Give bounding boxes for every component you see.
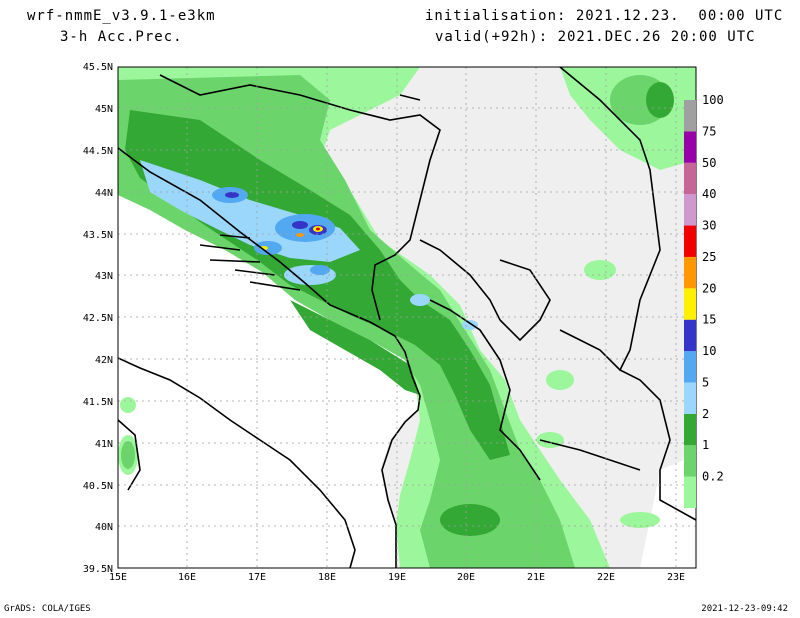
legend-swatch: [684, 131, 696, 163]
legend-label: 10: [702, 344, 716, 358]
lat-label: 43N: [95, 271, 113, 282]
legend-swatch: [684, 351, 696, 383]
legend-label: 75: [702, 124, 716, 138]
sea-area-east: [640, 455, 696, 568]
lat-label: 40N: [95, 522, 113, 533]
lon-label: 17E: [248, 572, 266, 583]
render-timestamp: 2021-12-23-09:42: [701, 604, 788, 614]
lat-label: 45.5N: [83, 62, 113, 73]
legend-label: 5: [702, 375, 709, 389]
lon-label: 19E: [388, 572, 406, 583]
model-title: wrf-nmmE_v3.9.1-e3km: [27, 8, 216, 24]
valid-time: valid(+92h): 2021.DEC.26 20:00 UTC: [435, 29, 756, 45]
legend-swatch: [684, 194, 696, 226]
lat-label: 41.5N: [83, 397, 113, 408]
legend-label: 25: [702, 250, 716, 264]
lat-label: 40.5N: [83, 481, 113, 492]
graticule: [118, 67, 696, 568]
lat-axis: 45.5N 45N 44.5N 44N 43.5N 43N 42.5N 42N …: [83, 62, 113, 575]
legend-label: 50: [702, 156, 716, 170]
lon-label: 16E: [178, 572, 196, 583]
legend-label: 30: [702, 219, 716, 233]
lat-label: 44N: [95, 188, 113, 199]
legend-label: 100: [702, 93, 724, 107]
legend-label: 40: [702, 187, 716, 201]
legend-swatch: [684, 476, 696, 508]
grads-credit: GrADS: COLA/IGES: [4, 604, 91, 614]
lat-label: 45N: [95, 104, 113, 115]
precip-peak: [260, 226, 323, 250]
coastlines-borders: [117, 66, 697, 569]
lon-label: 21E: [527, 572, 545, 583]
legend-label: 0.2: [702, 470, 724, 484]
lat-label: 43.5N: [83, 230, 113, 241]
lat-label: 41N: [95, 439, 113, 450]
field-title: 3-h Acc.Prec.: [60, 29, 183, 45]
lon-label: 20E: [457, 572, 475, 583]
lat-label: 42N: [95, 355, 113, 366]
lat-label: 44.5N: [83, 146, 113, 157]
legend-label: 1: [702, 438, 709, 452]
legend-swatch: [684, 382, 696, 414]
lat-label: 42.5N: [83, 313, 113, 324]
legend-swatch: [684, 162, 696, 195]
legend-swatch: [684, 225, 696, 257]
legend-swatch: [684, 288, 696, 320]
legend-label: 2: [702, 407, 709, 421]
legend-label: 20: [702, 281, 716, 295]
init-time: initialisation: 2021.12.23. 00:00 UTC: [425, 8, 784, 24]
lon-label: 15E: [109, 572, 127, 583]
legend-swatch: [684, 445, 696, 477]
legend-swatch: [684, 100, 696, 132]
lon-label: 18E: [318, 572, 336, 583]
lat-label: 39.5N: [83, 564, 113, 575]
legend-swatch: [684, 256, 696, 289]
lon-label: 22E: [597, 572, 615, 583]
legend-swatch: [684, 413, 696, 446]
legend-label: 15: [702, 313, 716, 327]
legend-swatch: [684, 319, 696, 352]
lon-axis: 15E 16E 17E 18E 19E 20E 21E 22E 23E: [109, 572, 685, 583]
lon-label: 23E: [667, 572, 685, 583]
